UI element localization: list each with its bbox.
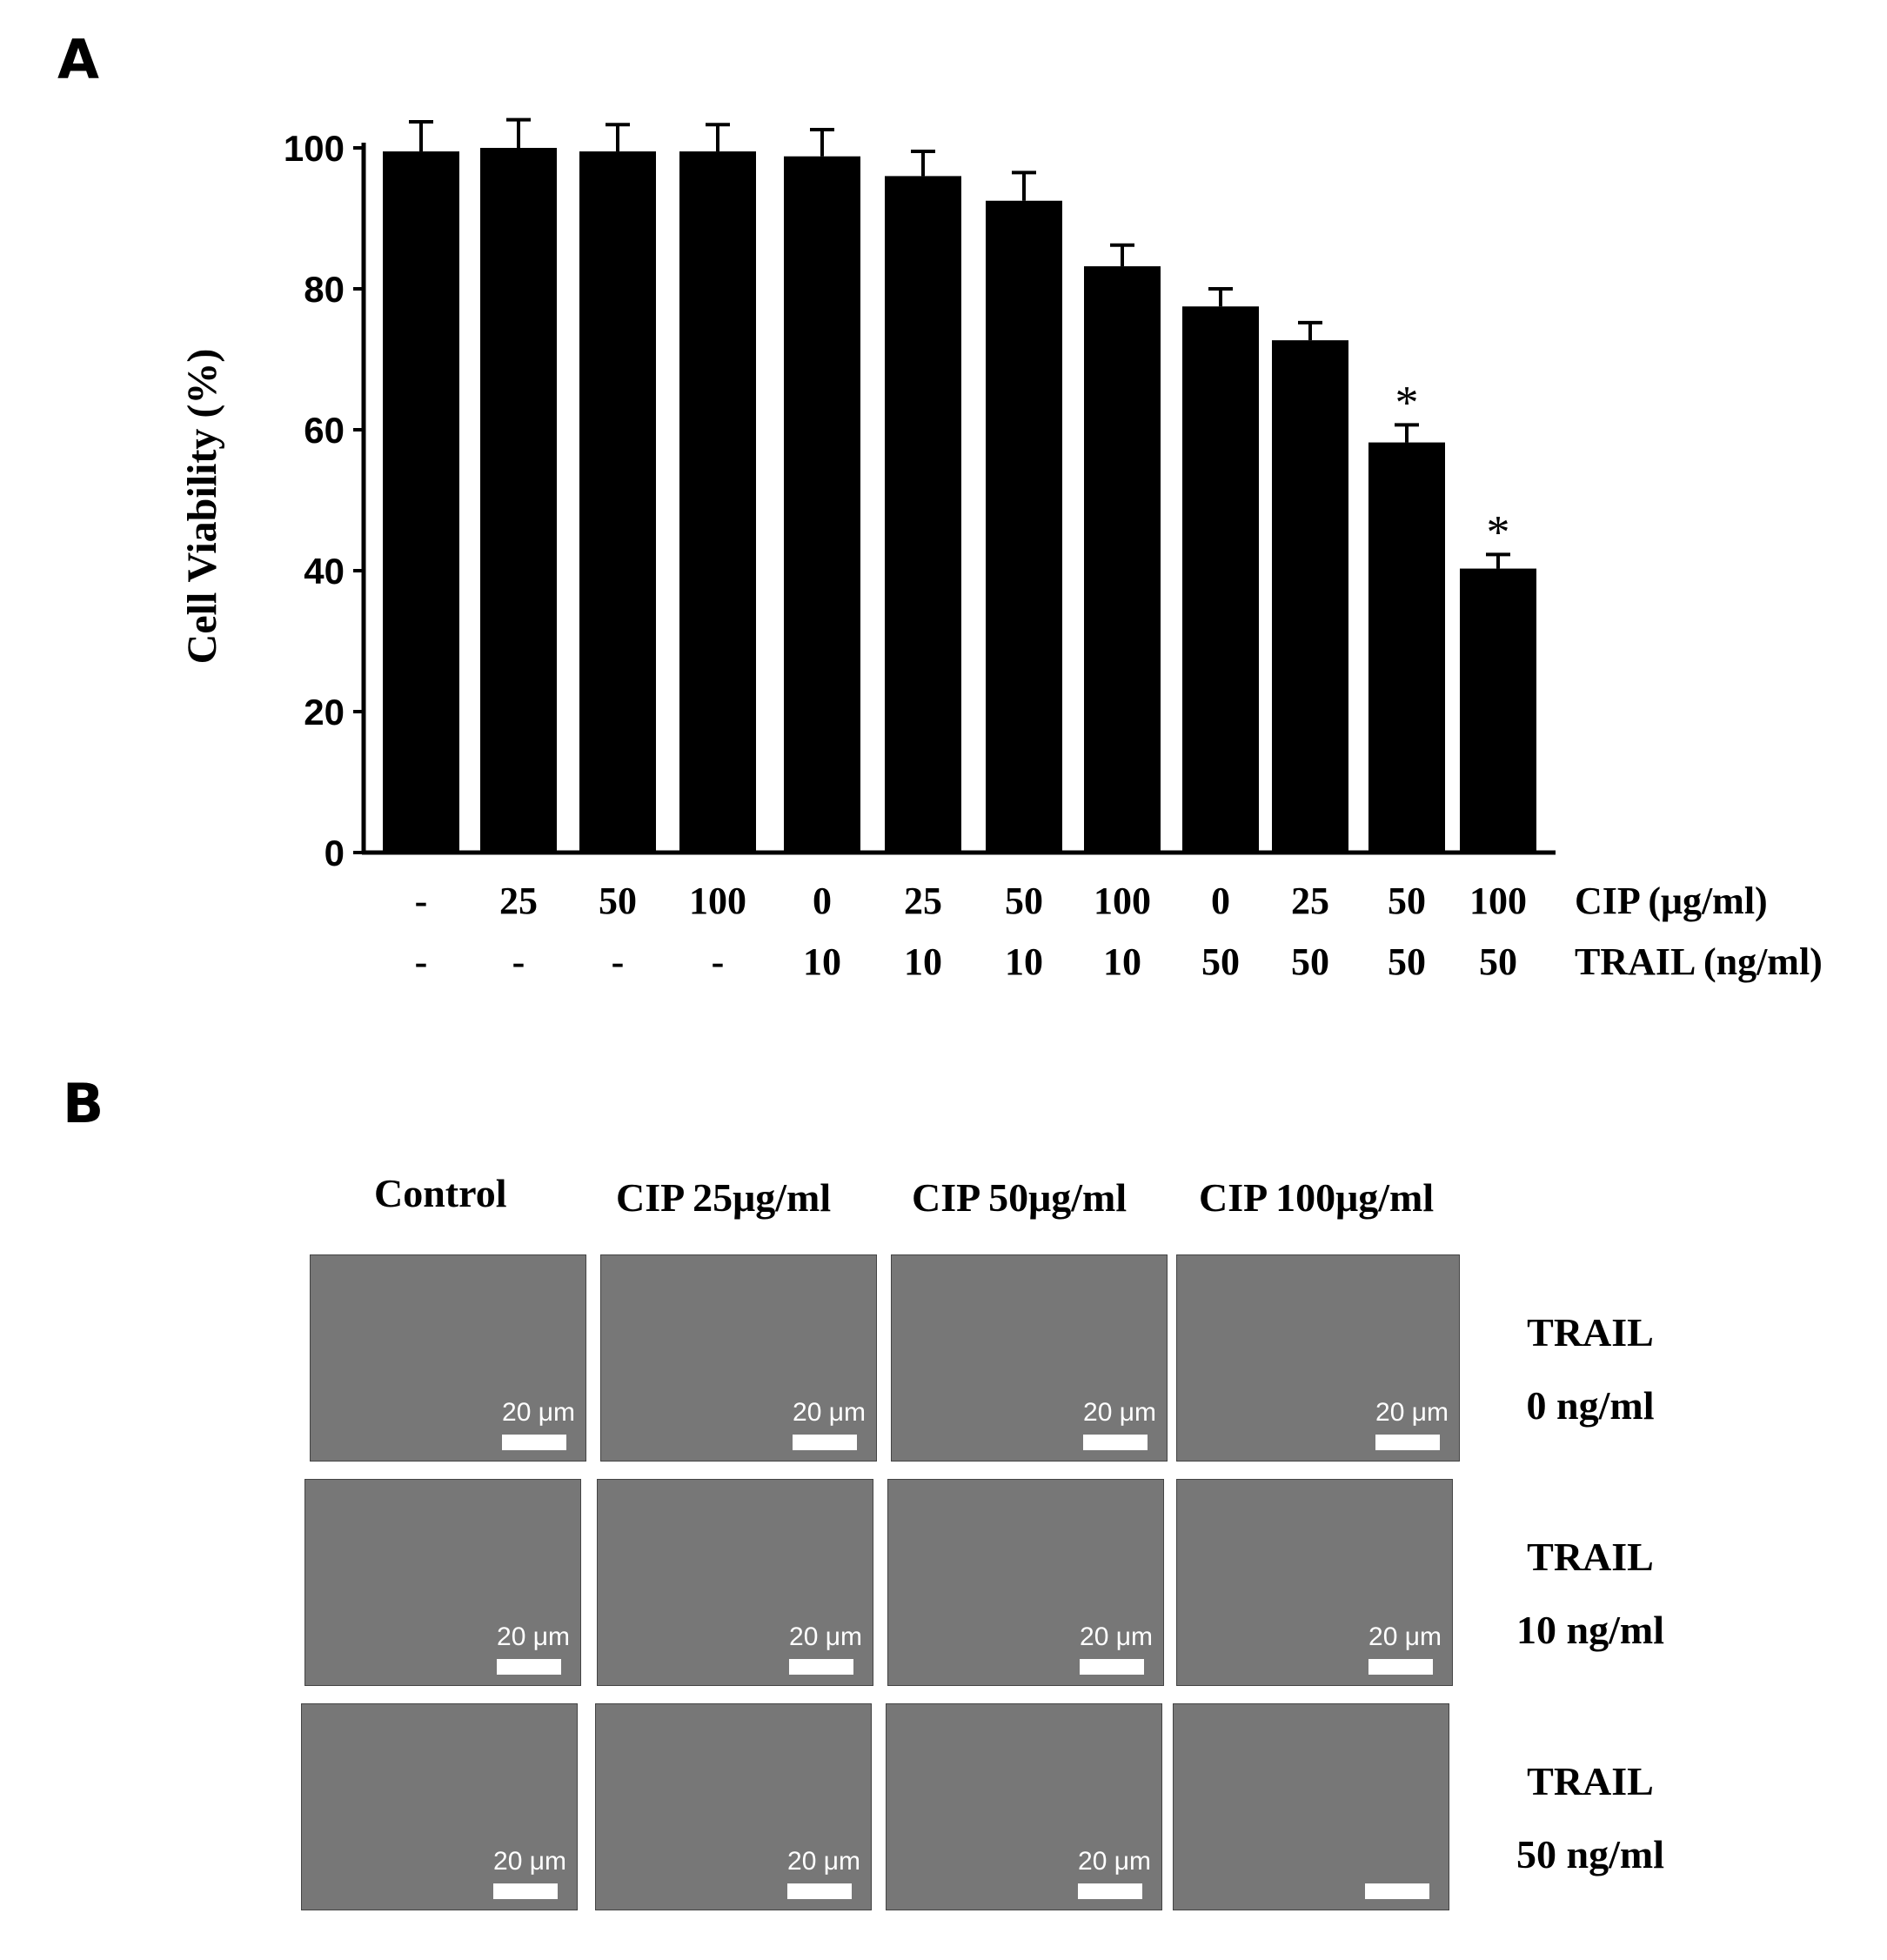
significance-marker: * [1395, 376, 1419, 428]
panel-label-a: A [57, 28, 99, 91]
scale-bar-label: 20 μm [793, 1398, 866, 1427]
scale-bar [789, 1659, 853, 1675]
condition-value: 50 [1291, 940, 1329, 983]
scale-bar-label: 20 μm [493, 1847, 566, 1876]
row-head-1-line1: TRAIL [1527, 1535, 1654, 1579]
significance-marker: * [1487, 505, 1510, 558]
bar [383, 151, 459, 853]
scale-bar [493, 1883, 558, 1899]
row-head-2: TRAIL 50 ng/ml [1477, 1745, 1703, 1891]
scale-bar [1365, 1883, 1429, 1899]
condition-value: 50 [1388, 940, 1426, 983]
row-head-1-line2: 10 ng/ml [1516, 1608, 1664, 1652]
condition-value: 50 [1479, 940, 1517, 983]
condition-value: 100 [689, 880, 746, 922]
bar [885, 176, 961, 853]
scale-bar-label: 20 μm [789, 1622, 862, 1651]
row-head-0: TRAIL 0 ng/ml [1477, 1296, 1703, 1442]
condition-value: 0 [1211, 880, 1230, 922]
scale-bar-label: 20 μm [502, 1398, 575, 1427]
micrograph [1173, 1703, 1449, 1910]
condition-value: 25 [499, 880, 538, 922]
condition-value: - [512, 940, 525, 983]
bar [480, 148, 557, 853]
condition-value: - [612, 940, 625, 983]
scale-bar [793, 1435, 857, 1450]
bar [1368, 442, 1445, 853]
micrograph: 20 μm [886, 1703, 1162, 1910]
scale-bar [1375, 1435, 1440, 1450]
scale-bar [1368, 1659, 1433, 1675]
condition-value: 100 [1094, 880, 1151, 922]
scale-bar [502, 1435, 566, 1450]
micrograph: 20 μm [310, 1254, 586, 1462]
condition-label: TRAIL (ng/ml) [1575, 940, 1823, 983]
micrograph: 20 μm [1176, 1254, 1460, 1462]
y-axis-label: Cell Viability (%) [179, 349, 225, 665]
bar [579, 151, 656, 853]
micrograph: 20 μm [301, 1703, 578, 1910]
bar [1460, 568, 1536, 853]
micrograph: 20 μm [1176, 1479, 1453, 1686]
condition-value: 50 [599, 880, 637, 922]
condition-value: 100 [1469, 880, 1527, 922]
scale-bar-label: 20 μm [1368, 1622, 1442, 1651]
panel-label-b: B [63, 1072, 104, 1135]
scale-bar-label: 20 μm [787, 1847, 860, 1876]
row-head-2-line2: 50 ng/ml [1516, 1832, 1664, 1876]
bar [784, 156, 860, 853]
row-head-0-line1: TRAIL [1527, 1310, 1654, 1355]
scale-bar-label: 20 μm [1078, 1847, 1151, 1876]
row-head-0-line2: 0 ng/ml [1526, 1383, 1655, 1428]
condition-value: 50 [1201, 940, 1240, 983]
row-head-1: TRAIL 10 ng/ml [1477, 1521, 1703, 1667]
micrograph: 20 μm [600, 1254, 877, 1462]
scale-bar [497, 1659, 561, 1675]
condition-value: 10 [1005, 940, 1043, 983]
condition-label: CIP (μg/ml) [1575, 880, 1768, 922]
row-head-2-line1: TRAIL [1527, 1759, 1654, 1803]
bar [1084, 266, 1161, 853]
condition-value: 0 [813, 880, 832, 922]
scale-bar [1078, 1883, 1142, 1899]
scale-bar [787, 1883, 852, 1899]
bar [986, 200, 1062, 853]
col-head-0: Control [374, 1171, 507, 1215]
micrograph: 20 μm [887, 1479, 1164, 1686]
scale-bar-label: 20 μm [1083, 1398, 1156, 1427]
col-head-3: CIP 100μg/ml [1199, 1175, 1435, 1220]
condition-value: 10 [803, 940, 841, 983]
micrograph: 20 μm [595, 1703, 872, 1910]
condition-value: - [415, 940, 428, 983]
bar [679, 151, 756, 853]
col-head-1: CIP 25μg/ml [616, 1175, 832, 1220]
scale-bar-label: 20 μm [1375, 1398, 1449, 1427]
condition-value: 50 [1005, 880, 1043, 922]
col-head-2: CIP 50μg/ml [912, 1175, 1128, 1220]
y-tick-label: 20 [304, 692, 345, 732]
condition-value: 25 [1291, 880, 1329, 922]
y-tick-label: 80 [304, 269, 345, 310]
scale-bar [1083, 1435, 1148, 1450]
condition-value: 10 [904, 940, 942, 983]
micrograph: 20 μm [304, 1479, 581, 1686]
condition-value: - [712, 940, 725, 983]
condition-value: 10 [1103, 940, 1141, 983]
scale-bar-label: 20 μm [1080, 1622, 1153, 1651]
condition-value: 25 [904, 880, 942, 922]
bar-chart: * * 0 20 40 60 80 100 - 25 50 100 0 25 50 100 0 25 50 100 C… [179, 117, 1823, 983]
micrograph: 20 μm [891, 1254, 1168, 1462]
bar [1182, 306, 1259, 853]
scale-bar [1080, 1659, 1144, 1675]
bar [1272, 340, 1348, 853]
y-tick-label: 60 [304, 410, 345, 451]
y-tick-label: 100 [284, 128, 345, 169]
condition-value: 50 [1388, 880, 1426, 922]
micrograph: 20 μm [597, 1479, 873, 1686]
y-tick-label: 0 [325, 833, 345, 873]
scale-bar-label: 20 μm [497, 1622, 570, 1651]
y-tick-label: 40 [304, 551, 345, 592]
condition-value: - [415, 880, 428, 922]
